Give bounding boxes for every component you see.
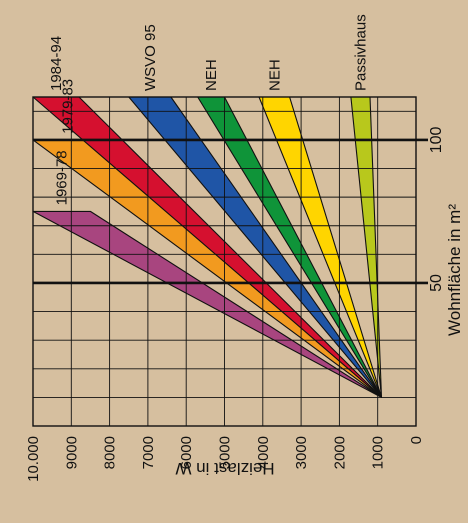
y-tick-label: 2000 bbox=[331, 436, 348, 469]
grid-layer bbox=[32, 96, 428, 427]
bands-layer bbox=[32, 96, 383, 398]
y-tick-label: 6000 bbox=[178, 436, 195, 469]
series-label-1984-94-2: 1984-94 bbox=[48, 36, 65, 91]
series-label-neh-5: NEH bbox=[266, 59, 283, 91]
y-tick-label: 7000 bbox=[140, 436, 157, 469]
x-tick-label: 100 bbox=[428, 126, 445, 153]
x-tick-label: 50 bbox=[428, 274, 445, 292]
series-label-wsvo-95-3: WSVO 95 bbox=[142, 24, 159, 91]
y-tick-label: 8000 bbox=[102, 436, 119, 469]
x-axis-title: Wohnfläche in m² bbox=[445, 204, 464, 336]
y-tick-label: 9000 bbox=[63, 436, 80, 469]
y-tick-label: 10.000 bbox=[25, 436, 42, 482]
series-label-1969-78-0: 1969-78 bbox=[54, 150, 71, 205]
y-axis-title: Heizlast in W bbox=[175, 459, 274, 478]
tick-labels-layer: 0 1000 2000 3000 4000 5000 6000 7000 8000 9000 10.… bbox=[25, 126, 445, 481]
y-tick-label: 3000 bbox=[293, 436, 310, 469]
y-tick-label: 4000 bbox=[255, 436, 272, 469]
y-tick-label: 0 bbox=[408, 436, 425, 444]
series-label-1979-83-1: 1979-83 bbox=[60, 79, 77, 134]
series-label-passivhaus-6: Passivhaus bbox=[353, 14, 370, 91]
series-label-neh-4: NEH bbox=[203, 59, 220, 91]
band-wsvo-95-3 bbox=[128, 96, 383, 398]
y-tick-label: 1000 bbox=[370, 436, 387, 469]
y-tick-label: 5000 bbox=[217, 436, 234, 469]
band-1969-78-0 bbox=[32, 210, 383, 398]
plot-frame bbox=[32, 96, 417, 427]
